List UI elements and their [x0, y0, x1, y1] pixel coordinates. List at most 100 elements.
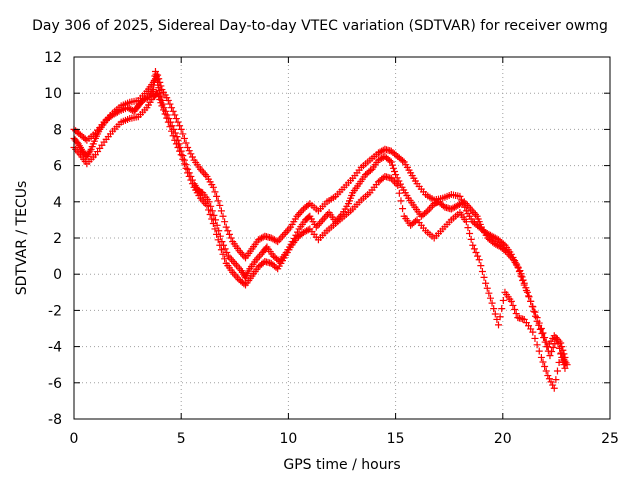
data-point-interp [179, 155, 187, 163]
data-point-interp [163, 114, 171, 122]
y-tick-label: 2 [53, 231, 62, 247]
x-tick-label: 10 [279, 431, 297, 447]
data-point [561, 364, 569, 372]
data-point-interp [279, 232, 287, 240]
data-point [164, 118, 172, 126]
data-point-interp [206, 210, 214, 218]
data-point [158, 102, 166, 110]
data-point [203, 201, 211, 209]
data-point-interp [201, 171, 209, 179]
data-point-interp [399, 205, 407, 213]
data-point-interp [527, 297, 535, 305]
data-point-interp [174, 118, 182, 126]
data-point-interp [391, 167, 399, 175]
data-point [218, 238, 226, 246]
data-point-interp [552, 376, 560, 384]
data-point-interp [232, 272, 240, 280]
data-point-interp [470, 245, 478, 253]
data-point-interp [295, 210, 303, 218]
data-point [392, 171, 400, 179]
data-point-interp [533, 341, 541, 349]
data-point-interp [180, 160, 188, 168]
data-point [462, 218, 470, 226]
data-point-interp [549, 381, 557, 389]
grid-lines [74, 57, 610, 419]
data-point-interp [389, 164, 397, 172]
data-point-interp [459, 200, 467, 208]
data-point-interp [470, 209, 478, 217]
data-point-interp [378, 147, 386, 155]
data-point [164, 96, 172, 104]
data-point-interp [531, 308, 539, 316]
data-point-interp [298, 207, 306, 215]
data-point-interp [230, 270, 238, 278]
x-tick-label: 15 [387, 431, 405, 447]
data-point [557, 339, 565, 347]
data-point-interp [499, 240, 507, 248]
data-point-interp [254, 254, 262, 262]
data-point-interp [172, 115, 180, 123]
data-point-interp [478, 267, 486, 275]
data-point [529, 303, 537, 311]
data-point-interp [226, 254, 234, 262]
data-point [222, 223, 230, 231]
data-point-interp [180, 134, 188, 142]
data-point-interp [228, 256, 236, 264]
data-point [394, 182, 402, 190]
data-point [475, 256, 483, 264]
data-point-interp [161, 110, 169, 118]
data-point-interp [491, 310, 499, 318]
data-point [507, 297, 515, 305]
data-point [173, 133, 181, 141]
data-point-interp [559, 357, 567, 365]
data-point-interp [477, 262, 485, 270]
data-point [557, 350, 565, 358]
data-point-interp [395, 189, 403, 197]
data-point-interp [496, 313, 504, 321]
y-tick-label: 4 [53, 195, 62, 211]
data-point-interp [483, 284, 491, 292]
data-point-interp [238, 250, 246, 258]
data-point-interp [523, 288, 531, 296]
data-point-interp [322, 212, 330, 220]
data-point-interp [200, 169, 208, 177]
data-point [209, 220, 217, 228]
data-point-interp [466, 229, 474, 237]
data-point-interp [213, 221, 221, 229]
data-point-interp [208, 215, 216, 223]
data-point [184, 169, 192, 177]
data-point-interp [464, 224, 472, 232]
data-point [209, 183, 217, 191]
data-point-interp [157, 82, 165, 90]
data-point-interp [156, 78, 164, 86]
data-point-interp [552, 334, 560, 342]
y-tick-label: 12 [44, 50, 62, 66]
data-point [482, 279, 490, 287]
data-point-interp [296, 209, 304, 217]
data-point-interp [512, 260, 520, 268]
data-point-interp [558, 343, 566, 351]
y-tick-label: 6 [53, 159, 62, 175]
data-point-interp [422, 208, 430, 216]
y-tick-label: -4 [48, 340, 62, 356]
data-point-interp [535, 319, 543, 327]
data-point [319, 216, 327, 224]
data-point [387, 174, 395, 182]
data-point-interp [272, 263, 280, 271]
data-point-interp [176, 147, 184, 155]
data-point-interp [467, 235, 475, 243]
data-point [488, 299, 496, 307]
data-point-interp [213, 192, 221, 200]
data-point-interp [160, 106, 168, 114]
y-tick-label: 10 [44, 86, 62, 102]
data-point-interp [232, 261, 240, 269]
data-point-interp [207, 202, 215, 210]
data-point-interp [185, 172, 193, 180]
data-point [546, 352, 554, 360]
data-point-interp [198, 167, 206, 175]
x-tick-label: 0 [70, 431, 79, 447]
axis-ticks: 0 5 10 15 20 25 -8 -6 -4 -2 0 2 4 6 8 10 12 [44, 50, 619, 447]
data-point-interp [216, 232, 224, 240]
chart-title: Day 306 of 2025, Sidereal Day-to-day VTE… [32, 18, 608, 34]
